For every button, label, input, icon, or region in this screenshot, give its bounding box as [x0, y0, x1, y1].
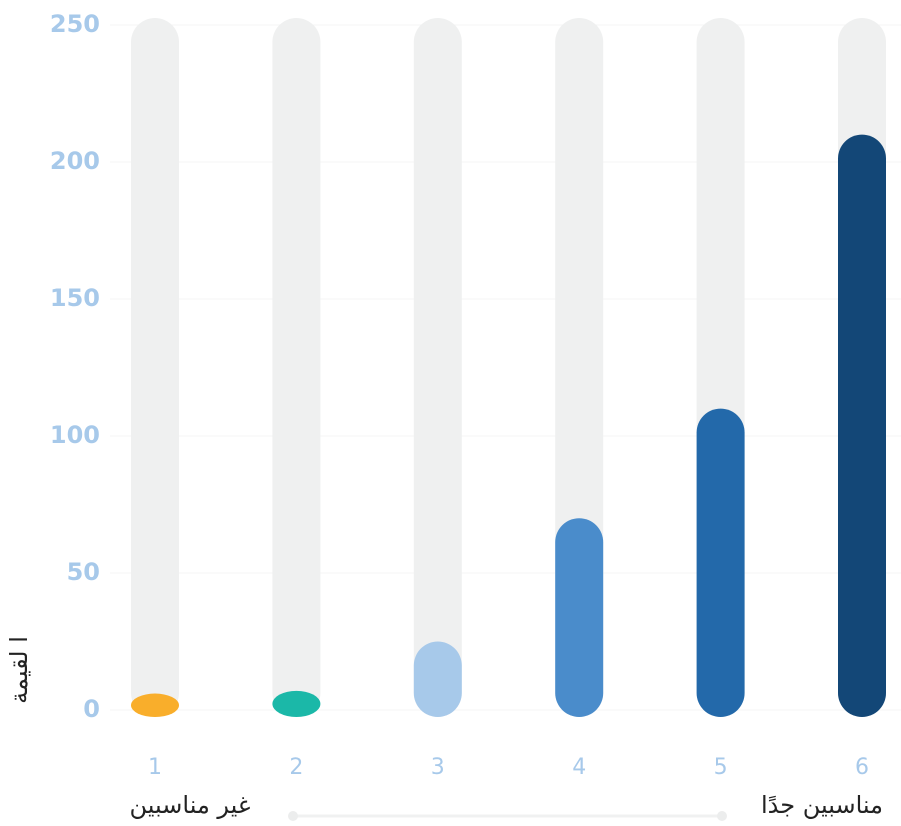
scale-low-label: غير مناسبين: [130, 791, 251, 819]
x-tick-label: 6: [855, 755, 869, 780]
y-axis-label: ا لقيمة: [5, 636, 33, 704]
bar: [696, 408, 745, 717]
y-tick-label: 250: [50, 10, 100, 38]
x-tick-label: 2: [289, 755, 303, 780]
x-tick-label: 5: [714, 755, 728, 780]
y-tick-label: 0: [83, 695, 100, 723]
bar-track: [131, 18, 179, 717]
y-tick-label: 200: [50, 147, 100, 175]
y-tick-label: 150: [50, 284, 100, 312]
y-tick-label: 50: [67, 558, 100, 586]
x-tick-label: 4: [572, 755, 586, 780]
x-tick-label: 1: [148, 755, 162, 780]
x-tick-label: 3: [431, 755, 445, 780]
scale-dot: [717, 811, 727, 821]
bar: [131, 693, 179, 717]
bar: [272, 690, 321, 717]
bar: [413, 641, 462, 717]
bar-track: [413, 18, 462, 717]
y-tick-label: 100: [50, 421, 100, 449]
scale-high-label: مناسبين جدًا: [761, 791, 883, 819]
bar: [555, 518, 604, 717]
bar-track: [272, 18, 321, 717]
bar: [838, 134, 886, 718]
scale-dot: [288, 811, 298, 821]
